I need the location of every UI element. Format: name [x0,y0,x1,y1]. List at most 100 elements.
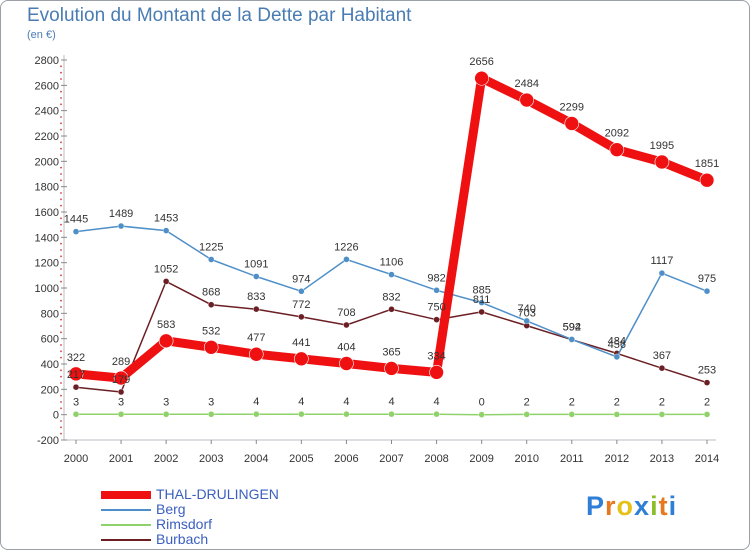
data-point-burbach [703,379,711,386]
data-label-thal-drulingen: 532 [202,325,220,337]
x-tick-label: 2007 [379,453,403,465]
data-point-burbach [72,383,80,391]
y-minor-tick [60,369,62,372]
y-minor-tick [60,90,62,93]
y-minor-tick [60,141,62,144]
y-minor-tick [60,71,62,74]
data-point-rimsdorf [162,411,170,418]
y-tick-label: 1000 [35,283,59,295]
y-minor-tick [60,242,62,245]
data-point-burbach [117,388,125,396]
y-minor-tick [60,154,62,156]
y-minor-tick [60,223,62,226]
data-point-thal-drulingen [294,351,309,367]
y-minor-tick [60,394,62,397]
y-tick-label: 1800 [35,182,59,194]
data-point-thal-drulingen [429,365,444,380]
data-point-thal-drulingen [609,142,625,157]
x-tick-label: 2013 [650,453,674,465]
data-label-thal-drulingen: 1851 [695,158,719,170]
data-label-rimsdorf: 3 [208,396,214,408]
data-label-burbach: 703 [518,308,536,320]
series-thal-drulingen [68,70,715,386]
proxiti-logo: Proxiti [586,491,677,522]
y-tick-label: 2600 [35,80,59,92]
y-minor-tick [60,293,62,296]
data-point-thal-drulingen [564,116,580,131]
y-minor-tick [60,128,62,131]
y-tick-label: 2000 [35,156,59,168]
data-label-rimsdorf: 3 [118,396,124,408]
data-label-burbach: 750 [427,302,445,314]
logo-letter: P [586,491,606,521]
data-point-burbach [162,278,170,285]
data-label-thal-drulingen: 404 [337,341,355,353]
y-minor-tick [60,198,62,201]
data-label-rimsdorf: 2 [524,396,530,408]
data-point-burbach [298,313,305,321]
data-label-berg: 974 [292,273,310,285]
data-point-burbach [253,305,260,313]
data-label-berg: 885 [472,285,490,297]
data-point-thal-drulingen [339,356,354,371]
data-label-burbach: 868 [202,287,220,299]
data-point-thal-drulingen [699,172,715,188]
data-label-berg: 975 [698,273,716,285]
data-label-rimsdorf: 3 [163,396,169,408]
data-point-rimsdorf [298,410,305,418]
x-tick-label: 2009 [469,453,493,465]
data-point-berg [523,317,530,325]
legend-swatch [101,539,151,541]
data-label-thal-drulingen: 2299 [560,101,584,113]
data-point-thal-drulingen [68,366,84,382]
data-point-rimsdorf [703,411,711,418]
data-point-berg [613,353,621,361]
legend-item-berg: Berg [101,501,361,518]
y-minor-tick [60,420,62,422]
data-point-rimsdorf [208,411,215,418]
logo-letter: t [658,491,669,521]
y-minor-tick [60,147,62,150]
legend-item-rimsdorf: Rimsdorf [101,516,361,533]
data-label-berg: 1117 [651,255,674,267]
data-point-berg [208,256,215,263]
y-minor-tick [60,318,62,321]
y-tick-label: 400 [41,359,59,371]
y-minor-tick [60,268,62,270]
x-tick-label: 2001 [109,453,133,465]
data-point-rimsdorf [478,411,485,418]
data-label-burbach: 367 [653,350,671,362]
y-tick-label: 1200 [35,258,59,270]
data-label-burbach: 179 [112,374,130,386]
data-label-berg: 1091 [244,258,268,270]
y-minor-tick [60,375,62,378]
data-label-rimsdorf: 2 [704,396,710,408]
chart-data-labels: 217 179 1052 868 833 772 708 832 750 811 703 592 484… [64,56,719,408]
y-minor-tick [60,249,62,251]
data-point-berg [658,269,666,277]
y-minor-tick [60,426,62,429]
data-point-burbach [388,306,395,313]
data-point-berg [568,336,575,343]
y-tick-label: 1600 [35,207,59,219]
y-minor-tick [60,230,62,232]
data-point-thal-drulingen [654,154,670,170]
legend-swatch [101,491,151,499]
data-label-berg: 1226 [334,241,358,253]
data-label-berg: 456 [608,339,626,351]
y-minor-tick [60,299,62,302]
y-minor-tick [60,274,62,277]
chart-series [68,70,715,418]
data-point-berg [703,287,711,295]
y-tick-label: 2400 [35,106,59,118]
series-berg [72,222,711,361]
x-tick-label: 2006 [334,453,358,465]
data-point-berg [343,256,350,263]
y-minor-tick [60,217,62,220]
y-tick-label: 2800 [35,55,59,67]
y-tick-label: 0 [53,410,59,422]
y-minor-tick [60,432,62,435]
legend-swatch [101,509,151,511]
